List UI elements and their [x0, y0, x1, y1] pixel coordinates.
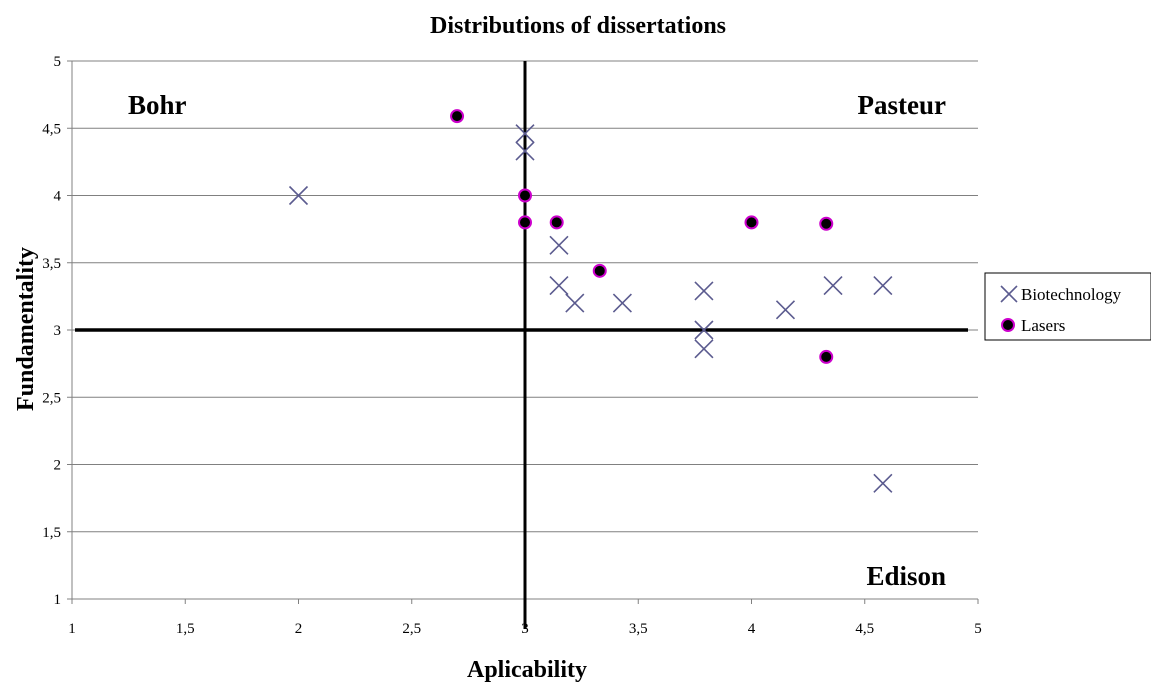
legend-label-lasers: Lasers: [1021, 316, 1065, 335]
biotechnology-point: [565, 293, 585, 313]
x-tick-label: 1: [68, 621, 76, 637]
x-marker-stroke: [288, 185, 309, 206]
biotechnology-point: [694, 320, 714, 340]
biotechnology-point: [775, 300, 796, 320]
x-marker-stroke: [823, 276, 843, 296]
legend-biotechnology-symbol: [1000, 285, 1018, 303]
legend-label-biotechnology: Biotechnology: [1021, 285, 1122, 304]
x-marker-stroke: [549, 276, 569, 296]
x-tick-labels: 11,522,533,544,55: [68, 599, 982, 637]
lasers-point: [518, 188, 532, 203]
x-tick-label: 3,5: [629, 621, 648, 637]
legend: Biotechnology Lasers: [984, 272, 1151, 341]
biotechnology-point: [612, 293, 632, 313]
y-tick-label: 5: [54, 54, 62, 70]
x-marker-stroke: [694, 339, 714, 359]
legend-lasers-symbol: [1001, 318, 1015, 332]
x-tick-label: 2,5: [402, 621, 421, 637]
lasers-point: [518, 215, 532, 230]
y-tick-label: 3,5: [42, 256, 61, 272]
x-marker-stroke: [515, 141, 535, 161]
biotechnology-point: [873, 276, 893, 296]
y-tick-label: 4: [54, 189, 62, 205]
biotechnology-point: [515, 141, 535, 161]
data-points: [288, 109, 893, 493]
lasers-point: [819, 216, 834, 231]
y-tick-labels: 1 1,5 2 2,5 3 3,5 4 4,5 5: [42, 54, 72, 608]
biotechnology-point: [549, 276, 569, 296]
quadrant-label-pasteur: Pasteur: [858, 90, 946, 120]
x-tick-label: 2: [295, 621, 303, 637]
biotechnology-point: [823, 276, 843, 296]
x-marker-stroke: [1000, 285, 1018, 303]
x-marker-stroke: [549, 235, 569, 255]
y-tick-label: 2,5: [42, 390, 61, 406]
biotechnology-point: [549, 235, 569, 255]
y-tick-label: 3: [54, 323, 62, 339]
biotechnology-point: [515, 124, 535, 144]
x-marker-stroke: [612, 293, 632, 313]
x-tick-label: 4,5: [855, 621, 874, 637]
lasers-point: [819, 349, 834, 364]
x-marker-stroke: [565, 293, 585, 313]
y-tick-label: 2: [54, 458, 62, 474]
y-tick-label: 1: [54, 592, 62, 608]
x-marker-stroke: [694, 281, 714, 301]
biotechnology-point: [873, 473, 893, 493]
lasers-point: [549, 215, 564, 230]
lasers-point: [450, 109, 465, 124]
x-marker-stroke: [873, 473, 893, 493]
lasers-point: [592, 263, 607, 278]
series-lasers: [450, 109, 834, 364]
x-tick-label: 5: [974, 621, 982, 637]
biotechnology-point: [694, 339, 714, 359]
biotechnology-point: [288, 185, 309, 206]
chart-title: Distributions of dissertations: [430, 13, 726, 39]
quadrant-label-bohr: Bohr: [128, 90, 187, 120]
biotechnology-point: [694, 281, 714, 301]
y-tick-label: 1,5: [42, 525, 61, 541]
x-axis-title: Aplicability: [467, 657, 587, 683]
x-marker-stroke: [515, 124, 535, 144]
x-marker-stroke: [694, 320, 714, 340]
x-tick-label: 1,5: [176, 621, 195, 637]
lasers-point: [744, 215, 759, 230]
x-tick-label: 4: [748, 621, 756, 637]
series-biotechnology: [288, 124, 893, 493]
y-tick-label: 4,5: [42, 121, 61, 137]
x-marker-stroke: [873, 276, 893, 296]
y-axis-title: Fundamentality: [13, 247, 39, 411]
reference-lines: [75, 61, 968, 629]
x-marker-stroke: [775, 300, 796, 320]
quadrant-label-edison: Edison: [866, 561, 946, 591]
